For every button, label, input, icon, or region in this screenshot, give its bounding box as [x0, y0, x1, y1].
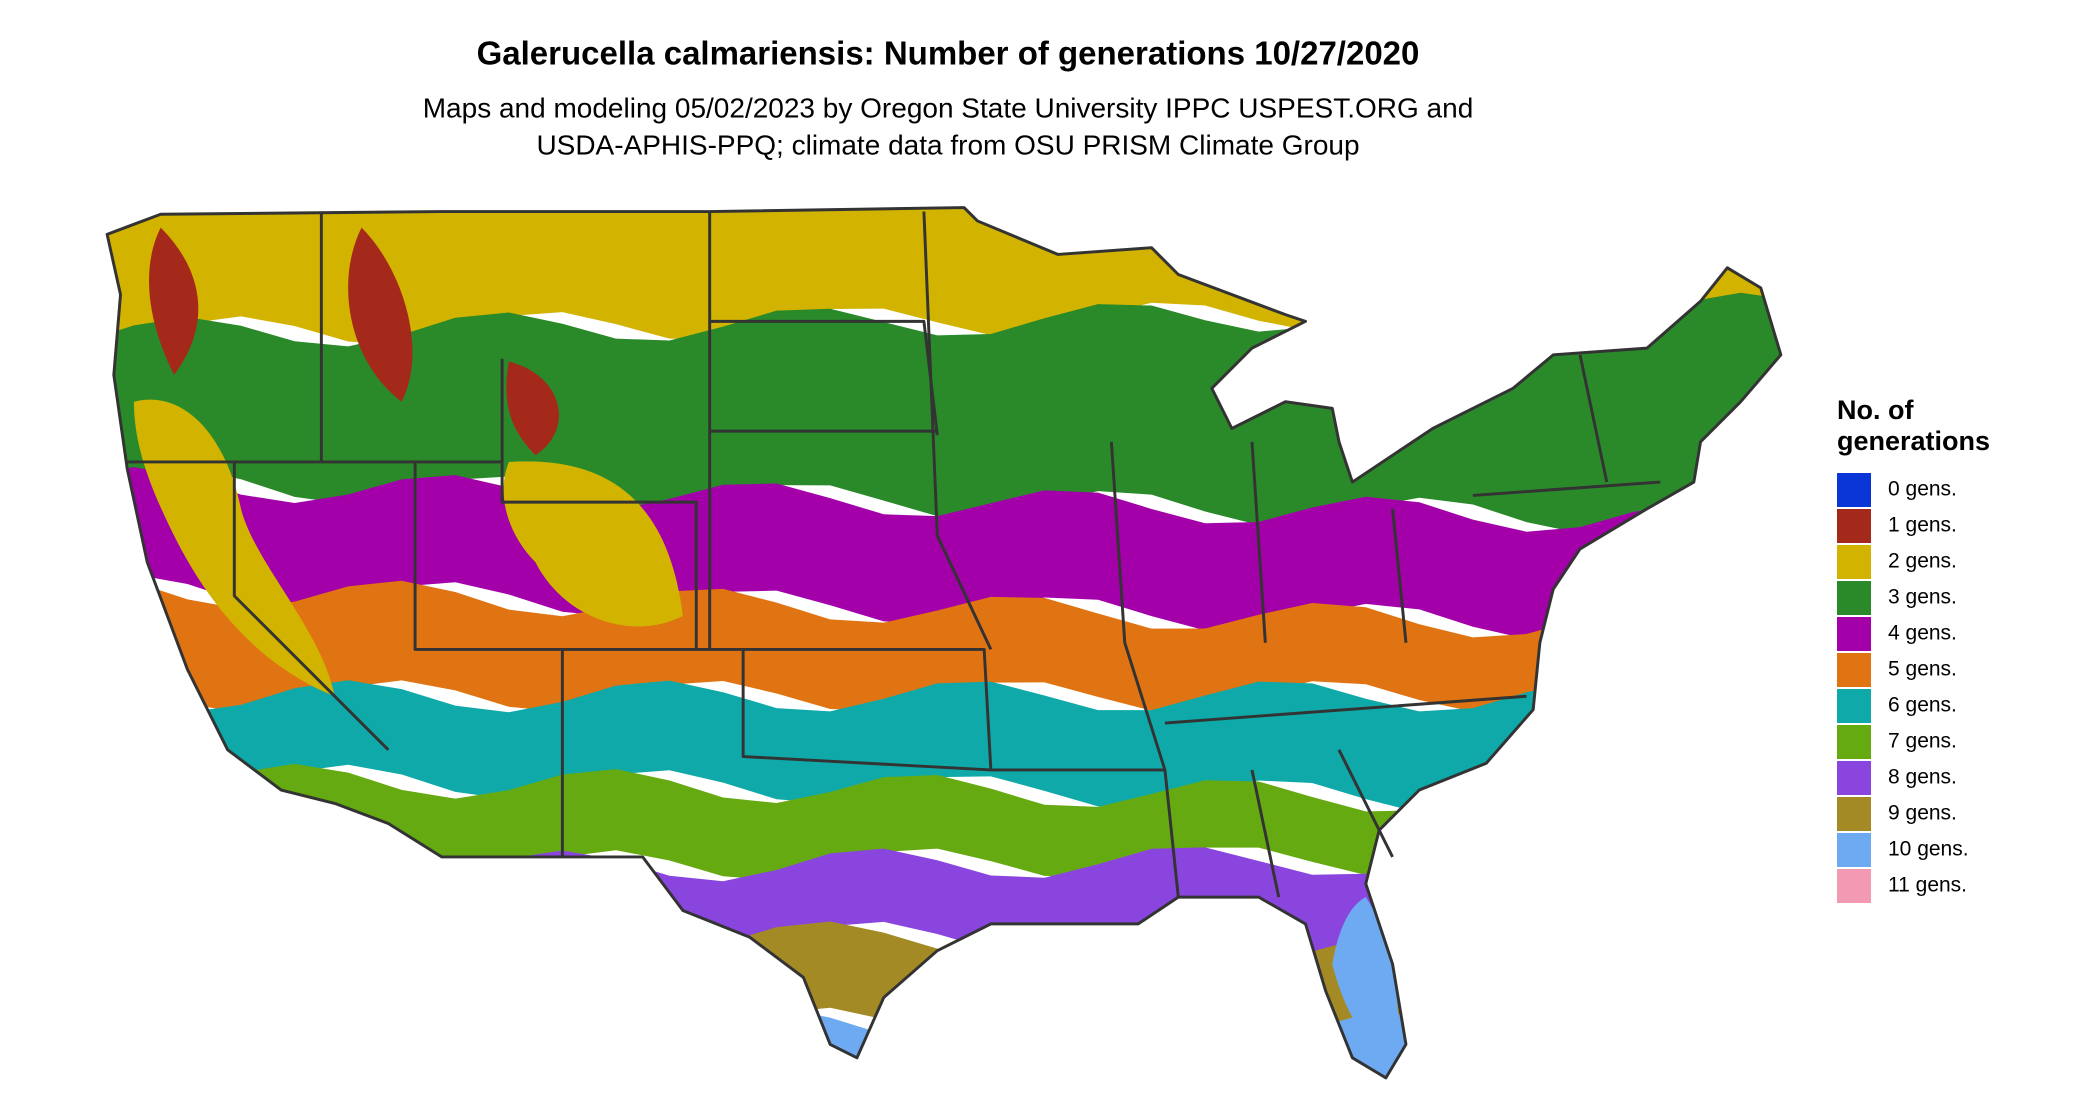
legend-title: generations: [1837, 426, 1990, 456]
legend-swatch: [1837, 797, 1871, 831]
legend-label: 10 gens.: [1888, 838, 1969, 861]
legend-swatch: [1837, 833, 1871, 867]
legend-swatch: [1837, 581, 1871, 615]
legend-swatch: [1837, 653, 1871, 687]
legend-label: 2 gens.: [1888, 550, 1957, 573]
state-borders: [105, 206, 1783, 1080]
map-zone: [107, 763, 1781, 886]
legend-label: 11 gens.: [1888, 874, 1967, 897]
map-subtitle: USDA-APHIS-PPQ; climate data from OSU PR…: [536, 129, 1359, 160]
legend-label: 7 gens.: [1888, 730, 1957, 753]
legend-label: 6 gens.: [1888, 694, 1957, 717]
legend-swatch: [1837, 761, 1871, 795]
legend-swatch: [1837, 617, 1871, 651]
map-zone: [107, 841, 1781, 954]
legend-label: 3 gens.: [1888, 586, 1957, 609]
map-zone: [107, 1002, 1781, 1078]
legend-swatch: [1837, 473, 1871, 507]
legend-swatch: [1837, 545, 1871, 579]
legend-label: 5 gens.: [1888, 658, 1957, 681]
legend-label: 9 gens.: [1888, 802, 1957, 825]
legend-label: 4 gens.: [1888, 622, 1957, 645]
legend-swatch: [1837, 689, 1871, 723]
map-zone: [107, 921, 1781, 1045]
us-outline: [105, 206, 1783, 1080]
legend-swatch: [1837, 509, 1871, 543]
map-zones: [107, 207, 1781, 1078]
map-title: Galerucella calmariensis: Number of gene…: [477, 35, 1420, 72]
map-zone: [107, 680, 1781, 819]
legend-label: 0 gens.: [1888, 478, 1957, 501]
map-zone: [107, 207, 1781, 351]
map-zone: [107, 573, 1781, 713]
map-zone: [149, 227, 559, 456]
legend-swatch: [1837, 725, 1871, 759]
legend-label: 8 gens.: [1888, 766, 1957, 789]
map: [105, 206, 1783, 1080]
legend-swatch: [1837, 869, 1871, 903]
legend: No. of generations 0 gens. 1 gens. 2 gens.…: [1837, 395, 1990, 903]
map-subtitle: Maps and modeling 05/02/2023 by Oregon S…: [423, 92, 1474, 123]
legend-title: No. of: [1837, 395, 1914, 425]
legend-label: 1 gens.: [1888, 514, 1957, 537]
